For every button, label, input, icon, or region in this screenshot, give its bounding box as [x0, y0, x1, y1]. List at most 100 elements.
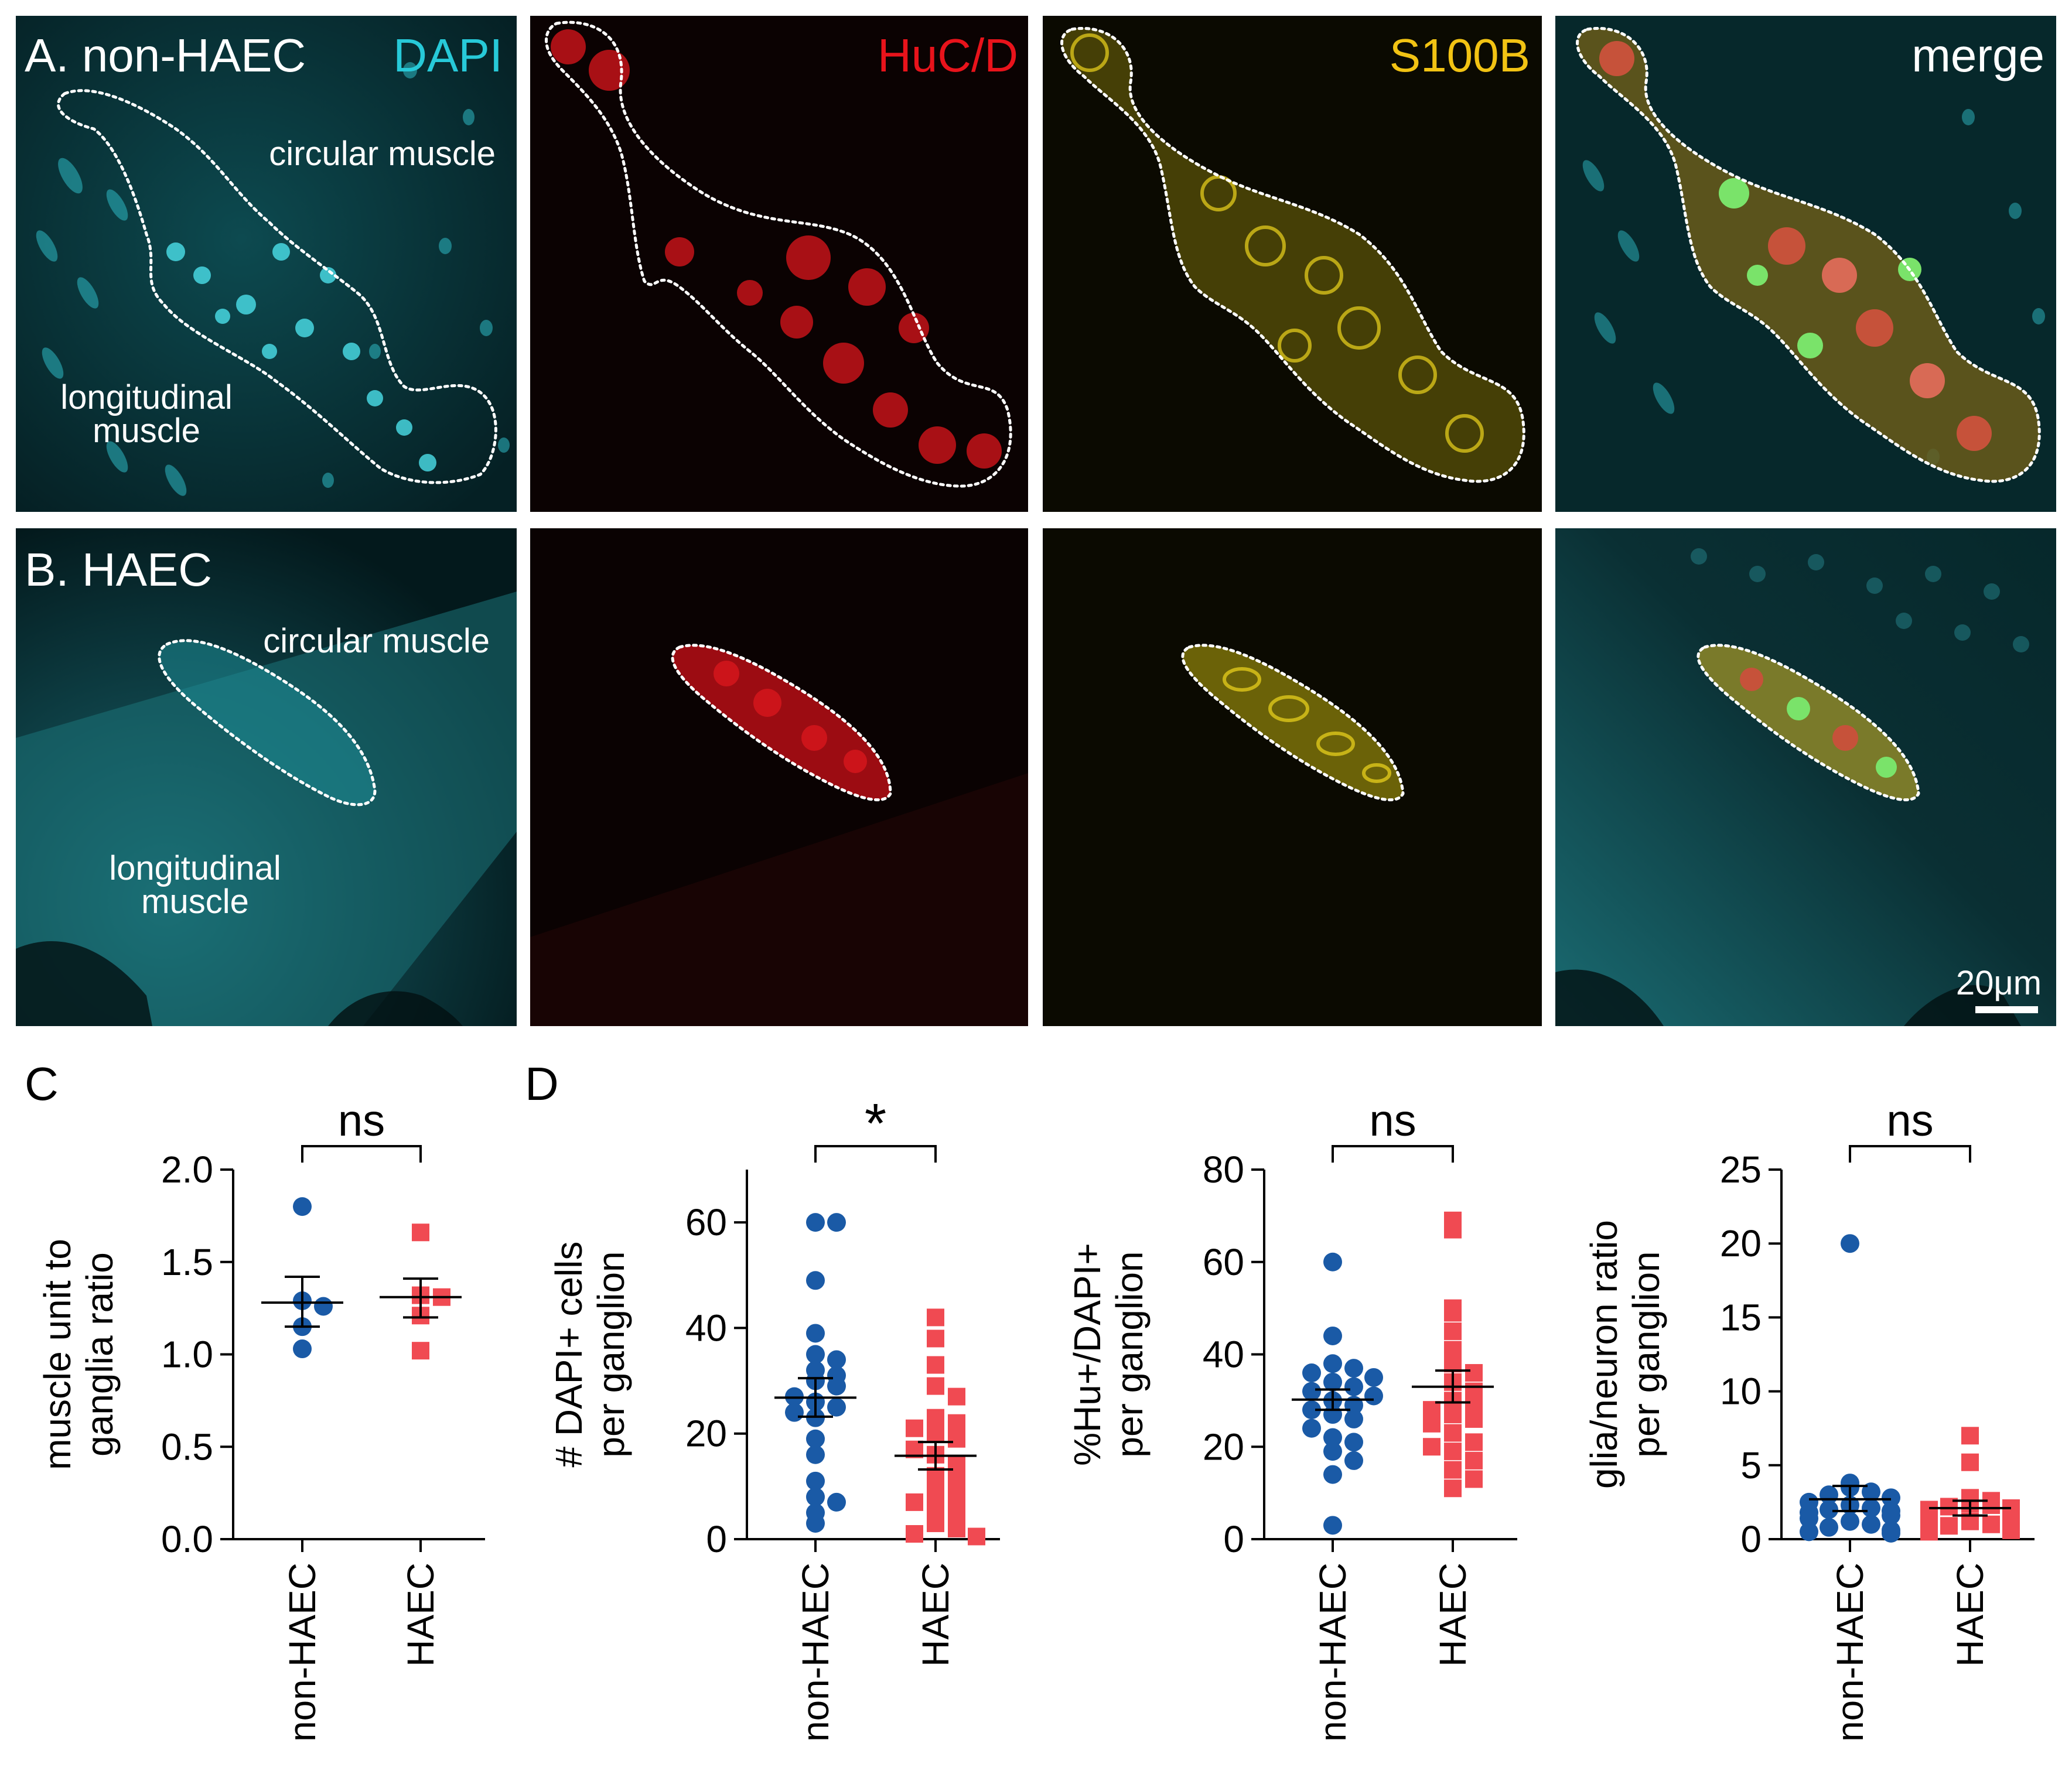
panel-b-s100b-image — [1043, 528, 1542, 1026]
y-tick-label: 25 — [1720, 1149, 1762, 1191]
y-tick-label: 0 — [1740, 1518, 1762, 1560]
data-point-non-haec — [1302, 1382, 1321, 1401]
significance-label: ns — [1369, 1096, 1416, 1146]
data-point-haec — [927, 1514, 944, 1532]
data-point-non-haec — [293, 1197, 312, 1216]
panel-b-huc-image — [530, 528, 1028, 1026]
chart-dapi-cells-per-ganglion: 0 20 40 60 # DAPI+ cells per ganglion non-HAEC… — [548, 1092, 1000, 1742]
data-point-haec — [1465, 1364, 1483, 1382]
data-point-non-haec — [1323, 1516, 1342, 1535]
data-point-haec — [412, 1342, 429, 1360]
x-category-label: non-HAEC — [1829, 1563, 1871, 1742]
data-point-haec — [927, 1424, 944, 1443]
data-point-non-haec — [1323, 1372, 1342, 1392]
data-point-non-haec — [1344, 1377, 1363, 1396]
y-tick-label: 5 — [1740, 1444, 1762, 1486]
data-point-non-haec — [1323, 1465, 1342, 1484]
y-axis-label: per ganglion — [590, 1251, 632, 1457]
chart-hu-dapi-percent: 0 20 40 60 80 %Hu+/DAPI+ per ganglion non-HAEC H… — [1066, 1096, 1517, 1742]
data-point-haec — [1444, 1304, 1462, 1322]
data-point-haec — [1961, 1427, 1979, 1445]
data-point-haec — [968, 1527, 985, 1546]
data-point-haec — [948, 1387, 965, 1406]
data-point-non-haec — [1302, 1419, 1321, 1438]
y-tick-label: 0.5 — [161, 1426, 213, 1468]
panel-a-dapi-image — [16, 16, 517, 512]
data-point-haec — [1465, 1433, 1483, 1451]
data-point-haec — [1940, 1517, 1958, 1535]
panel-b-dapi-image — [16, 528, 517, 1026]
data-point-haec — [1423, 1438, 1440, 1456]
y-tick-label: 20 — [1720, 1222, 1762, 1264]
data-point-haec — [1982, 1515, 2000, 1533]
significance-bracket — [301, 1145, 422, 1163]
data-point-haec — [948, 1414, 965, 1432]
panel-d-label: D — [525, 1058, 559, 1110]
y-axis-label: %Hu+/DAPI+ — [1066, 1243, 1108, 1466]
panel-b-row: 20μm B. HAEC circular muscle longitudina… — [16, 528, 2056, 1026]
panel-a-muscle-label: muscle — [93, 412, 200, 450]
y-axis-label: glia/neuron ratio — [1583, 1220, 1625, 1489]
panel-a-circular-muscle-label: circular muscle — [269, 135, 496, 173]
data-point-haec — [948, 1488, 965, 1506]
data-point-non-haec — [1862, 1498, 1880, 1517]
data-point-haec — [1444, 1443, 1462, 1461]
x-category-label: HAEC — [914, 1563, 957, 1667]
data-point-non-haec — [1841, 1234, 1859, 1253]
data-point-non-haec — [314, 1297, 333, 1316]
data-point-haec — [1444, 1406, 1462, 1424]
data-point-non-haec — [1820, 1500, 1838, 1519]
data-point-haec — [927, 1377, 944, 1395]
data-point-haec — [1444, 1461, 1462, 1479]
y-axis-label: ganglia ratio — [78, 1252, 121, 1457]
data-point-non-haec — [1323, 1442, 1342, 1461]
data-point-haec — [927, 1356, 944, 1374]
panel-b-longitudinal-label: longitudinal — [109, 849, 281, 887]
data-point-haec — [1982, 1496, 2000, 1514]
data-point-haec — [906, 1525, 923, 1543]
data-point-non-haec — [806, 1471, 825, 1491]
chart-glia-neuron-ratio: 0 5 10 15 20 25 glia/neuron ratio per ganglion n… — [1583, 1096, 2035, 1742]
panel-a-title: A. non-HAEC — [25, 29, 306, 81]
data-point-haec — [948, 1472, 965, 1490]
data-point-non-haec — [1323, 1354, 1342, 1373]
data-point-non-haec — [806, 1429, 825, 1448]
data-point-non-haec — [806, 1487, 825, 1506]
y-axis-label: per ganglion — [1625, 1251, 1667, 1457]
significance-label: ns — [338, 1096, 385, 1146]
data-point-haec — [1465, 1470, 1483, 1488]
data-point-non-haec — [806, 1213, 825, 1232]
y-tick-label: 10 — [1720, 1370, 1762, 1413]
data-point-non-haec — [1882, 1523, 1900, 1543]
chart-muscle-ganglia-ratio: 0.0 0.5 1.0 1.5 2.0 muscle unit to ganglia rat… — [36, 1096, 485, 1742]
panel-a-merge-image — [1555, 16, 2056, 512]
y-tick-label: 15 — [1720, 1296, 1762, 1338]
data-point-non-haec — [1323, 1326, 1342, 1345]
data-point-haec — [1444, 1479, 1462, 1498]
y-tick-label: 40 — [685, 1307, 727, 1349]
y-tick-label: 2.0 — [161, 1149, 213, 1191]
panel-b-title: B. HAEC — [25, 544, 212, 596]
y-tick-label: 40 — [1203, 1334, 1244, 1376]
data-point-haec — [948, 1456, 965, 1474]
data-point-haec — [948, 1503, 965, 1522]
y-tick-label: 60 — [1203, 1241, 1244, 1283]
data-point-haec — [1444, 1322, 1462, 1341]
channel-label-huc: HuC/D — [878, 29, 1018, 81]
scale-bar — [1975, 1006, 2038, 1013]
panel-a-huc-image — [530, 16, 1028, 512]
data-point-haec — [1465, 1410, 1483, 1428]
channel-label-merge: merge — [1911, 29, 2044, 81]
x-category-label: non-HAEC — [1312, 1563, 1354, 1742]
data-point-non-haec — [785, 1403, 804, 1422]
data-point-non-haec — [1800, 1522, 1818, 1542]
data-point-haec — [1961, 1453, 1979, 1471]
panel-b-circular-muscle-label: circular muscle — [263, 622, 490, 660]
data-point-non-haec — [827, 1350, 846, 1369]
data-point-haec — [948, 1430, 965, 1448]
data-point-haec — [1423, 1414, 1440, 1433]
data-point-non-haec — [806, 1345, 825, 1364]
data-point-haec — [948, 1519, 965, 1537]
data-point-non-haec — [1344, 1409, 1363, 1428]
data-point-non-haec — [1882, 1506, 1900, 1525]
